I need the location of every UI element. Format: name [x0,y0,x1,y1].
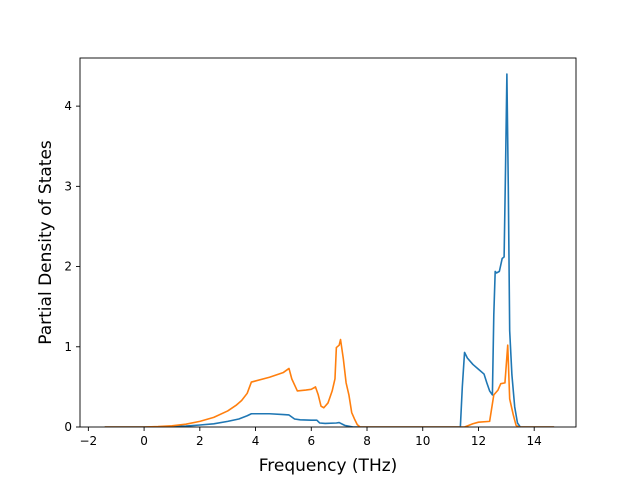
x-tick-label: 2 [196,434,204,448]
y-tick-label: 3 [64,179,72,193]
y-tick-label: 2 [64,260,72,274]
y-tick-label: 0 [64,420,72,434]
y-tick-label: 1 [64,340,72,354]
x-tick-label: 0 [140,434,148,448]
x-tick-label: 12 [471,434,486,448]
x-axis-label: Frequency (THz) [259,456,398,476]
x-tick-label: 8 [363,434,371,448]
x-tick-label: 14 [527,434,542,448]
x-tick-label: 6 [307,434,315,448]
axes-frame [79,57,577,428]
y-tick-label: 4 [64,99,72,113]
x-tick-label: −2 [80,434,98,448]
y-axis-label: Partial Density of States [36,140,56,345]
x-tick-label: 10 [415,434,430,448]
series-line-2 [104,338,555,427]
x-tick-label: 4 [252,434,260,448]
series-line-1 [104,73,555,427]
series-layer [104,73,555,427]
